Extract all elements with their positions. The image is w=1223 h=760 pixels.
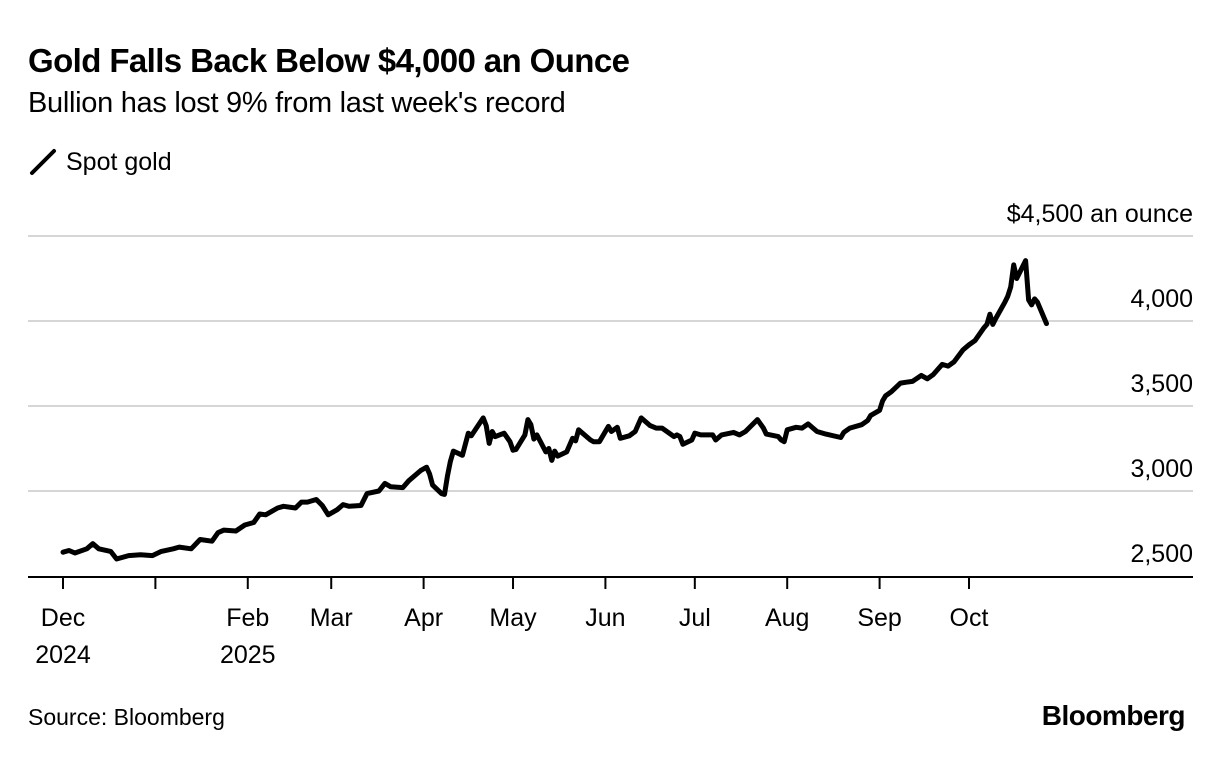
x-tick-label-may: May — [489, 604, 537, 632]
x-tick-year-2024: 2024 — [35, 641, 91, 669]
x-tick-label-dec: Dec — [41, 604, 85, 632]
y-tick-label-2500: 2,500 — [1130, 540, 1193, 568]
series-line-spot-gold — [60, 258, 1049, 562]
y-tick-label-3000: 3,000 — [1130, 455, 1193, 483]
chart-legend: Spot gold — [28, 146, 172, 178]
x-axis: Dec 2024 Feb 2025 Mar Apr May Jun Jul Aug Sep Oct — [28, 576, 1193, 669]
y-tick-label-3500: 3,500 — [1130, 370, 1193, 398]
bloomberg-logo: Bloomberg — [1041, 700, 1186, 731]
x-tick-label-jul: Jul — [679, 604, 711, 632]
x-tick-year-2025: 2025 — [220, 641, 276, 669]
y-axis-labels: $4,500 an ounce 4,000 3,500 3,000 2,500 — [1007, 200, 1193, 568]
source-note: Source: Bloomberg — [28, 704, 225, 730]
x-tick-label-aug: Aug — [765, 604, 809, 632]
legend-label-spot-gold: Spot gold — [66, 147, 172, 176]
chart-title: Gold Falls Back Below $4,000 an Ounce — [28, 42, 630, 79]
x-tick-label-jun: Jun — [585, 604, 625, 632]
x-tick-label-mar: Mar — [310, 604, 353, 632]
x-tick-label-feb: Feb — [226, 604, 269, 632]
gridlines — [28, 235, 1193, 492]
chart-subtitle: Bullion has lost 9% from last week's rec… — [28, 87, 566, 119]
legend-line-icon — [30, 149, 56, 175]
x-tick-label-apr: Apr — [404, 604, 443, 632]
y-tick-label-4500: $4,500 an ounce — [1007, 200, 1193, 228]
y-tick-label-4000: 4,000 — [1130, 285, 1193, 313]
x-tick-label-sep: Sep — [857, 604, 901, 632]
series-layer — [60, 258, 1049, 562]
x-tick-label-oct: Oct — [950, 604, 989, 632]
